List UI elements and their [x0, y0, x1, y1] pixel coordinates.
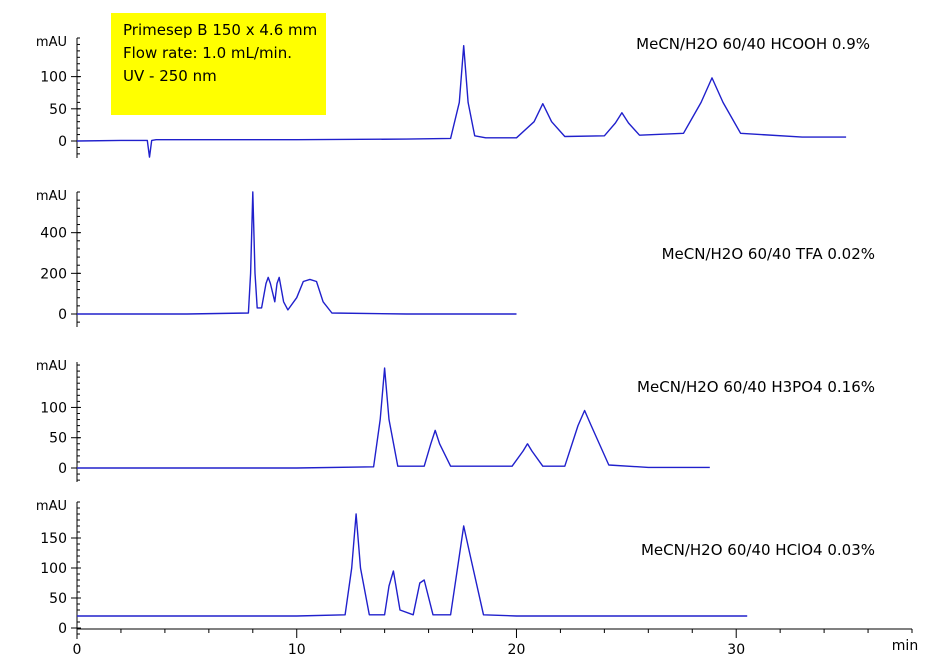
- y-axis-label: mAU: [36, 499, 67, 514]
- y-tick-label: 0: [58, 621, 67, 637]
- flow-rate-line: Flow rate: 1.0 mL/min.: [123, 44, 292, 62]
- x-axis-label: min: [892, 638, 918, 654]
- chromatogram-trace: [77, 367, 710, 469]
- y-tick-label: 400: [40, 226, 67, 242]
- y-tick-label: 100: [40, 561, 67, 577]
- mobile-phase-label: MeCN/H2O 60/40 TFA 0.02%: [662, 245, 875, 263]
- y-tick-label: 150: [40, 531, 67, 547]
- mobile-phase-label: MeCN/H2O 60/40 HCOOH 0.9%: [636, 35, 870, 53]
- y-tick-label: 50: [49, 431, 67, 447]
- chromatogram-trace: [76, 45, 847, 158]
- chromatogram-trace: [77, 191, 517, 315]
- chromatogram-panel-1: 0 50 100 mAU MeCN/H2O 60/40 HCOOH 0.9%: [36, 35, 870, 158]
- mobile-phase-label: MeCN/H2O 60/40 HClO4 0.03%: [641, 541, 875, 559]
- y-tick-label: 0: [58, 134, 67, 150]
- uv-wavelength-line: UV - 250 nm: [123, 67, 217, 85]
- y-tick-label: 100: [40, 400, 67, 416]
- x-tick-label: 20: [508, 642, 526, 658]
- y-tick-label: 50: [49, 102, 67, 118]
- chromatogram-trace: [77, 513, 748, 617]
- chromatogram-panel-4: 0 50 100 150 mAU MeCN/H2O 60/40 HClO4 0.03%: [36, 499, 875, 639]
- y-tick-label: 0: [58, 461, 67, 477]
- x-tick-label: 10: [288, 642, 306, 658]
- x-tick-label: 30: [727, 642, 745, 658]
- x-tick-label: 0: [73, 642, 82, 658]
- y-tick-label: 50: [49, 591, 67, 607]
- y-axis-label: mAU: [36, 35, 67, 50]
- y-tick-label: 200: [40, 266, 67, 282]
- y-tick-label: 100: [40, 70, 67, 86]
- y-tick-label: 0: [58, 307, 67, 323]
- chromatogram-panel-2: 0 200 400 mAU MeCN/H2O 60/40 TFA 0.02%: [36, 189, 875, 327]
- column-line: Primesep B 150 x 4.6 mm: [123, 21, 318, 39]
- y-axis-label: mAU: [36, 359, 67, 374]
- method-info-box: Primesep B 150 x 4.6 mm Flow rate: 1.0 m…: [111, 13, 326, 115]
- time-axis: 0 10 20 30: [73, 628, 913, 658]
- chromatogram-panel-3: 0 50 100 mAU MeCN/H2O 60/40 H3PO4 0.16%: [36, 359, 875, 482]
- mobile-phase-label: MeCN/H2O 60/40 H3PO4 0.16%: [637, 378, 875, 396]
- y-axis-label: mAU: [36, 189, 67, 204]
